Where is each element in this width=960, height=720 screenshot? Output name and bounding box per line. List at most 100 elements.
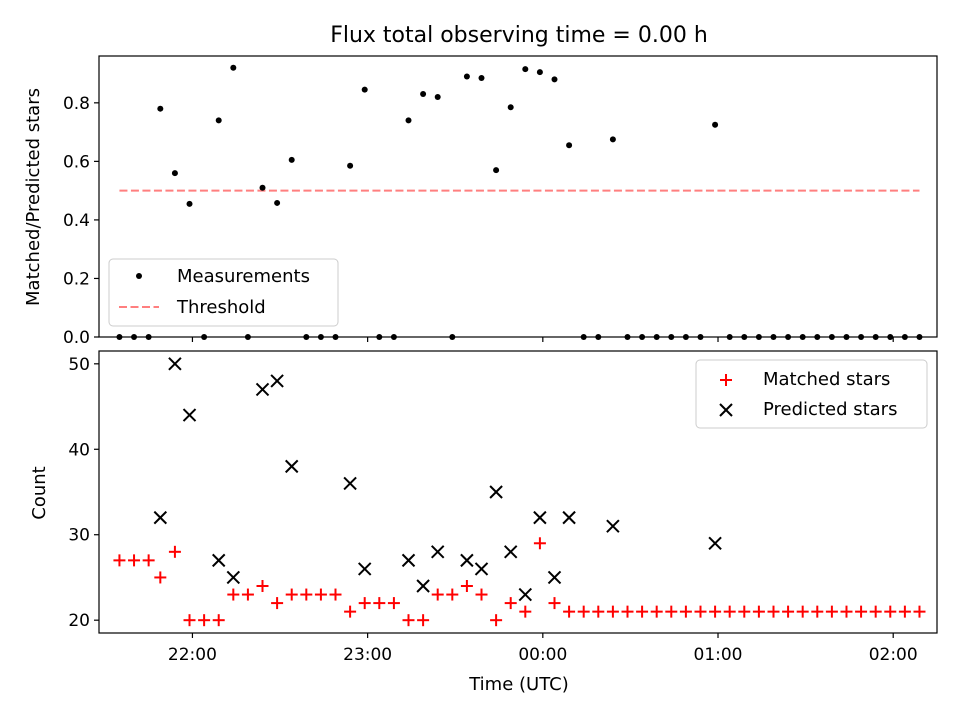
matched-stars-point [606,605,619,618]
matched-stars-point [898,605,911,618]
predicted-stars-point [226,570,241,585]
matched-stars-point [212,614,225,627]
top-y-axis-label: Matched/Predicted stars [23,88,44,306]
measurement-point [551,76,558,83]
predicted-stars-point [489,485,503,499]
top-y-ticks: 0.0 0.2 0.4 0.6 0.8 [63,94,99,348]
measurement-point [420,91,427,98]
matched-stars-point [446,588,459,601]
top-ytick-label: 0.0 [63,328,90,348]
legend-measurements-marker [136,273,142,279]
matched-stars-point [723,605,736,618]
matched-stars-point [128,554,141,567]
measurement-point [157,105,164,112]
measurement-point [478,74,485,81]
matched-stars-point [142,554,155,567]
measurement-point [566,142,573,149]
predicted-stars-point [606,519,620,533]
matched-stars-point [884,605,897,618]
matched-stars-point [183,614,196,627]
matched-stars-point [256,580,269,592]
bottom-plot-area [113,357,926,627]
matched-stars-point [519,605,532,618]
bottom-x-ticks: 22:00 23:00 00:00 01:00 02:00 [168,633,918,665]
chart-title: Flux total observing time = 0.00 h [330,23,708,48]
x-axis-label: Time (UTC) [468,674,569,695]
matched-stars-point [709,605,722,618]
matched-stars-point [840,605,853,618]
matched-stars-point [358,597,371,610]
matched-stars-point [811,605,824,618]
predicted-stars-point [168,357,182,371]
matched-stars-point [113,554,126,567]
matched-stars-point [650,605,663,618]
matched-stars-point [913,605,926,618]
matched-stars-point [636,605,649,618]
matched-stars-point [344,605,357,618]
bottom-y-ticks: 20 30 40 50 [68,355,99,631]
matched-stars-point [796,605,809,618]
predicted-stars-point [562,510,576,525]
matched-stars-point [621,605,634,618]
matched-stars-point [168,545,181,558]
matched-stars-point [154,571,167,584]
legend-matched-label: Matched stars [763,369,890,390]
measurement-point [712,121,719,128]
matched-stars-point [752,605,765,618]
legend-matched-marker [720,374,732,386]
matched-stars-point [767,605,780,618]
legend-predicted-label: Predicted stars [763,399,897,420]
predicted-stars-point [285,459,299,474]
bottom-ytick-label: 20 [68,611,90,631]
measurement-point [361,86,368,93]
matched-stars-point [563,605,576,618]
matched-stars-point [460,580,473,592]
top-legend: Measurements Threshold [108,258,339,327]
predicted-stars-point [460,553,474,568]
measurement-point [259,184,266,191]
legend-predicted-marker [719,403,733,417]
bottom-axes-frame [98,350,938,634]
bottom-xtick-label: 02:00 [869,645,918,665]
matched-stars-point [329,588,342,601]
bottom-ytick-label: 40 [68,440,90,460]
predicted-stars-point [212,553,226,568]
bottom-legend: Matched stars Predicted stars [695,359,928,429]
bottom-xtick-label: 23:00 [343,645,392,665]
measurement-point [536,69,543,76]
matched-stars-point [475,588,488,601]
top-axes-frame [98,55,938,338]
matched-stars-point [504,597,517,610]
bottom-xtick-label: 00:00 [518,645,567,665]
measurement-point [347,162,354,169]
matched-stars-point [694,605,707,618]
matched-stars-point [490,614,503,627]
measurement-point [230,64,237,71]
matched-stars-point [271,597,284,610]
top-panel: 0.00.20.40.60.8 Matched/Predicted stars … [23,55,938,348]
matched-stars-point [577,605,590,618]
predicted-stars-point [358,562,372,576]
matched-stars-point [548,597,561,610]
bottom-y-axis-label: Count [29,466,50,519]
top-ytick-label: 0.6 [63,152,90,172]
bottom-ytick-label: 30 [68,526,90,546]
measurement-point [274,199,281,206]
bottom-xtick-label: 01:00 [694,645,743,665]
predicted-stars-point [474,562,489,576]
matched-stars-point [679,605,692,618]
predicted-stars-point [255,382,270,397]
matched-stars-point [825,605,838,618]
matched-stars-point [782,605,795,618]
measurement-point [288,156,295,163]
matched-stars-point [387,597,400,610]
measurement-point [186,200,193,207]
matched-stars-point [431,588,444,601]
matched-stars-point [300,588,313,601]
matched-stars-point [417,614,430,627]
measurement-point [493,167,500,174]
predicted-stars-point [343,476,357,491]
predicted-stars-point [270,374,284,388]
predicted-stars-point [518,587,533,602]
matched-stars-point [665,605,678,618]
